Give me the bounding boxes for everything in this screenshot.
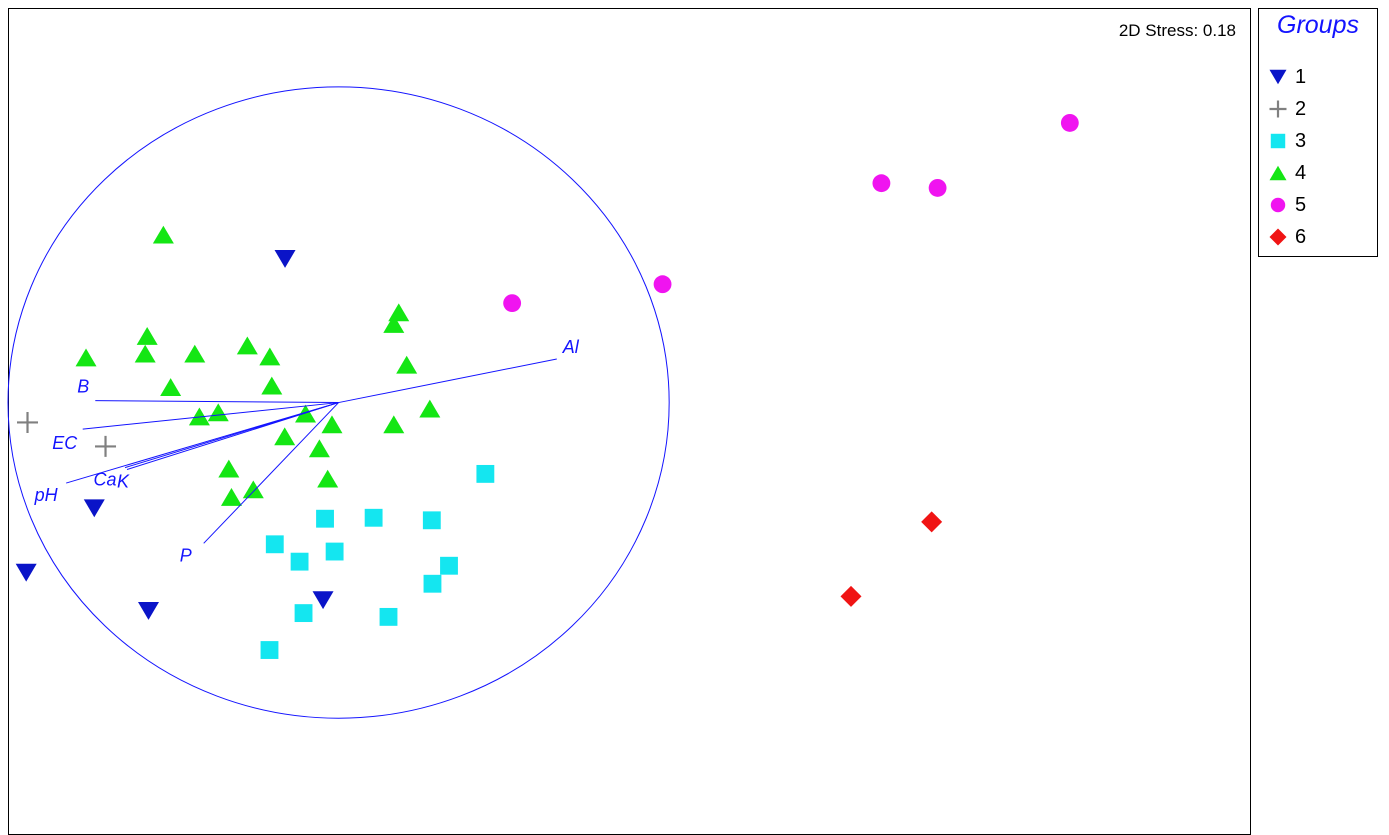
point-group-4-5 xyxy=(236,336,258,355)
legend-marker-1 xyxy=(1269,69,1287,85)
point-group-3-10 xyxy=(294,604,313,623)
point-group-4-20 xyxy=(308,439,330,458)
point-group-4-12 xyxy=(261,376,283,395)
point-group-4-21 xyxy=(218,459,240,478)
point-group-3-2 xyxy=(316,509,334,528)
point-group-4-10 xyxy=(396,355,418,374)
vector-label-al: Al xyxy=(562,337,580,357)
legend-title: Groups xyxy=(1277,11,1359,39)
point-group-4-22 xyxy=(317,469,339,488)
legend-marker-4 xyxy=(1269,165,1287,181)
point-group-4-24 xyxy=(220,488,242,506)
vector-label-ph: pH xyxy=(34,485,59,505)
legend-marker-6 xyxy=(1269,228,1287,246)
point-group-4-2 xyxy=(388,303,410,322)
point-group-3-5 xyxy=(265,535,284,554)
point-group-4-23 xyxy=(242,480,264,499)
legend-symbol-3 xyxy=(1270,133,1286,149)
point-group-4-6 xyxy=(75,348,97,367)
legend-label-4: 4 xyxy=(1295,161,1307,184)
point-group-3-6 xyxy=(325,542,344,561)
point-group-5-3 xyxy=(928,178,947,197)
point-group-4-8 xyxy=(184,344,206,363)
point-group-3-11 xyxy=(379,607,398,626)
point-group-4-15 xyxy=(207,403,229,422)
correlation-circle xyxy=(7,86,670,719)
point-group-3-9 xyxy=(423,574,442,593)
point-group-3-3 xyxy=(364,508,383,527)
vector-ec xyxy=(82,402,339,430)
legend-label-2: 2 xyxy=(1295,97,1307,120)
point-group-4-18 xyxy=(321,415,343,434)
vector-label-ec: EC xyxy=(52,433,78,453)
point-group-1-3 xyxy=(15,563,37,582)
point-group-4-1 xyxy=(152,225,174,244)
legend-label-1: 1 xyxy=(1295,65,1307,88)
point-group-6-1 xyxy=(921,511,943,533)
point-group-5-5 xyxy=(503,294,522,313)
legend-marker-3 xyxy=(1270,133,1286,149)
stress-label: 2D Stress: 0.18 xyxy=(1118,21,1236,40)
legend-item-2: 2 xyxy=(1267,94,1306,124)
legend-item-5: 5 xyxy=(1267,190,1306,220)
legend-symbol-4 xyxy=(1269,165,1287,181)
point-group-2-1 xyxy=(17,411,39,433)
point-group-5-1 xyxy=(1060,113,1079,132)
legend-label-3: 3 xyxy=(1295,129,1307,152)
point-group-4-13 xyxy=(419,399,441,418)
point-group-1-2 xyxy=(83,499,105,518)
legend-symbol-5 xyxy=(1270,197,1286,213)
point-group-6-2 xyxy=(840,585,862,607)
point-group-3-4 xyxy=(422,511,441,530)
point-group-3-7 xyxy=(290,552,309,571)
point-group-2-2 xyxy=(95,435,117,457)
point-group-1-4 xyxy=(137,601,159,620)
legend-item-1: 1 xyxy=(1267,62,1306,92)
vector-label-p: P xyxy=(180,545,192,565)
point-group-4-7 xyxy=(134,344,156,363)
vector-al xyxy=(338,358,557,404)
legend: Groups 1 2 3 4 5 6 xyxy=(1258,8,1378,257)
vector-k xyxy=(126,402,339,470)
plot-area: 2D Stress: 0.18 xyxy=(8,8,1251,835)
point-group-4-3 xyxy=(383,315,405,333)
point-group-3-8 xyxy=(440,556,458,575)
point-group-4-14 xyxy=(188,407,210,426)
legend-label-5: 5 xyxy=(1295,193,1307,216)
legend-item-4: 4 xyxy=(1267,158,1306,188)
point-group-5-2 xyxy=(872,174,891,193)
point-group-1-5 xyxy=(312,591,334,610)
legend-marker-5 xyxy=(1270,197,1286,213)
vector-p xyxy=(203,402,339,544)
vector-label-k: K xyxy=(117,471,130,491)
point-group-4-17 xyxy=(383,415,405,434)
legend-item-3: 3 xyxy=(1267,126,1306,156)
vector-label-b: B xyxy=(77,377,89,397)
point-group-5-4 xyxy=(653,275,672,294)
point-group-4-4 xyxy=(136,327,158,345)
point-group-1-1 xyxy=(274,250,296,268)
point-group-4-16 xyxy=(295,404,317,423)
legend-symbol-1 xyxy=(1269,69,1287,85)
point-group-3-1 xyxy=(476,464,495,483)
point-group-4-9 xyxy=(259,347,281,366)
legend-symbol-2 xyxy=(1269,100,1287,118)
vector-b xyxy=(95,400,339,404)
point-group-3-12 xyxy=(260,641,279,659)
legend-symbol-6 xyxy=(1269,228,1287,246)
legend-item-6: 6 xyxy=(1267,222,1306,252)
legend-marker-2 xyxy=(1269,100,1287,118)
point-group-4-11 xyxy=(160,378,182,397)
vector-label-ca: Ca xyxy=(94,470,117,490)
point-group-4-19 xyxy=(274,427,296,446)
legend-label-6: 6 xyxy=(1295,225,1307,248)
